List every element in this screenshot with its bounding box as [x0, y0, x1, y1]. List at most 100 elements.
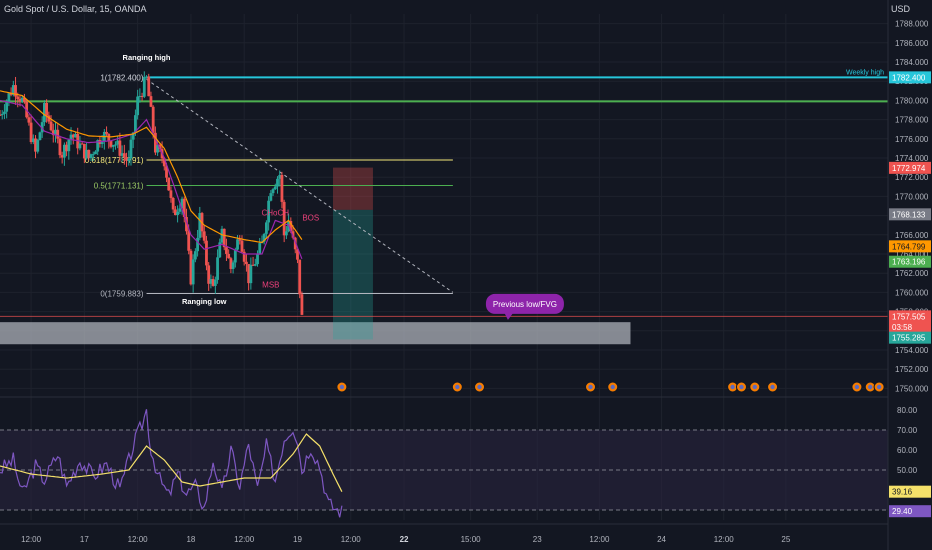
badge-text: 1768.133: [892, 210, 926, 219]
candle-body: [209, 279, 213, 284]
annotation-bos: BOS: [302, 213, 319, 222]
candle: [89, 153, 93, 162]
candle-body: [216, 257, 219, 280]
candle-body: [138, 95, 142, 97]
event-icon-inner: [477, 384, 482, 390]
candle: [238, 235, 242, 245]
candle: [91, 151, 95, 162]
candle-body: [296, 249, 299, 260]
candle: [23, 93, 26, 104]
candle: [282, 199, 286, 243]
event-icon-inner: [739, 384, 744, 390]
event-icon-inner: [770, 384, 775, 390]
price-tick-label: 1788.000: [895, 20, 929, 29]
axis-price-badge: 03:58: [889, 320, 931, 333]
event-markers: [336, 381, 885, 393]
candle-body: [82, 143, 86, 159]
ema-slow-line: [0, 90, 303, 244]
candle: [284, 226, 288, 240]
badge-bg: [889, 320, 931, 333]
candle-body: [107, 133, 111, 141]
candle: [85, 142, 88, 160]
weekly-high-label: Weekly high: [846, 69, 884, 76]
badge-text: 1755.285: [892, 334, 926, 343]
candle-body: [251, 264, 255, 266]
candle-body: [136, 96, 140, 116]
candle: [169, 186, 173, 203]
candle: [60, 151, 64, 164]
price-tick-label: 1766.000: [895, 231, 929, 240]
candle: [71, 133, 75, 145]
candle: [78, 136, 82, 151]
candle-body: [258, 243, 262, 254]
candle-body: [165, 166, 168, 178]
candle-body: [193, 251, 197, 260]
candle: [140, 92, 144, 101]
candle: [34, 135, 37, 159]
candle: [271, 187, 275, 196]
axis-price-badge: 1764.799: [889, 240, 931, 253]
candle: [222, 228, 226, 251]
candle: [31, 134, 35, 145]
candle-body: [225, 247, 228, 254]
time-tick-label: 25: [781, 535, 790, 544]
candle: [280, 171, 284, 209]
candle: [111, 144, 115, 152]
candle: [213, 276, 217, 294]
candle-body: [247, 264, 251, 284]
candle: [3, 104, 6, 120]
candle: [231, 260, 235, 274]
candle: [178, 203, 182, 215]
price-tick-label: 1762.000: [895, 269, 929, 278]
candle: [256, 250, 259, 267]
rsi-ma-line: [0, 433, 343, 492]
candle: [27, 114, 31, 126]
badge-text: 39.16: [892, 488, 913, 497]
candle-body: [3, 111, 6, 114]
candle-body: [71, 134, 75, 138]
annotation-ranging-low: Ranging low: [182, 297, 227, 306]
candle-body: [125, 157, 128, 161]
time-tick-label: 18: [186, 535, 195, 544]
candle: [105, 126, 108, 137]
candle: [247, 264, 251, 291]
candle: [267, 196, 271, 231]
candle: [253, 258, 257, 267]
candle: [191, 254, 195, 293]
candle-body: [140, 95, 144, 97]
candle: [207, 262, 211, 291]
time-tick-label: 24: [657, 535, 666, 544]
candle-body: [31, 138, 35, 143]
candle: [74, 131, 77, 138]
candle-body: [202, 231, 206, 241]
annotation-msb: MSB: [262, 281, 279, 290]
candle: [278, 170, 282, 187]
candle: [218, 238, 222, 259]
candle-body: [34, 138, 37, 152]
price-tick-label: 1780.000: [895, 96, 929, 105]
candle-body: [118, 140, 122, 156]
trendline: [146, 78, 454, 293]
candle-body: [298, 259, 302, 295]
candle: [43, 100, 46, 126]
price-axis-bg: [888, 0, 932, 550]
candle-body: [85, 149, 88, 159]
badge-text: 1772.974: [892, 164, 926, 173]
candle-body: [151, 106, 155, 133]
candle-body: [20, 97, 24, 102]
candle-body: [236, 239, 239, 250]
axis-price-badge: 29.40: [889, 505, 931, 518]
candle: [202, 226, 206, 244]
event-icon-inner: [876, 384, 882, 390]
event-icon-inner: [868, 384, 873, 390]
candle: [7, 92, 11, 107]
candle-body: [74, 133, 77, 138]
candle: [154, 126, 157, 156]
time-tick-label: 12:00: [589, 535, 610, 544]
candle-body: [51, 130, 55, 136]
axis-price-badge: 1763.196: [889, 255, 931, 268]
candle-body: [65, 144, 68, 152]
candle: [182, 196, 186, 223]
candle-body: [245, 261, 248, 265]
